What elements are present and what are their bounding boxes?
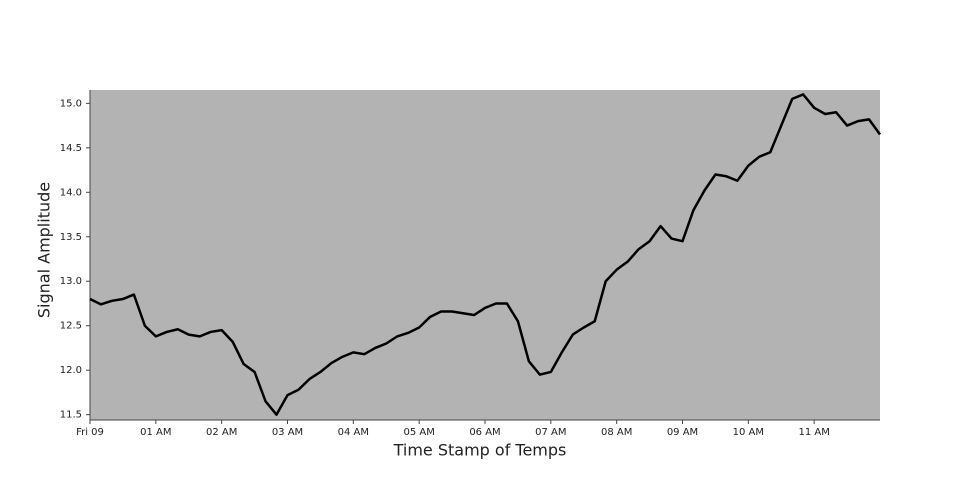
x-tick-label: 11 AM xyxy=(798,427,829,438)
x-tick-label: 08 AM xyxy=(601,427,632,438)
y-tick-label: 12.0 xyxy=(60,365,82,376)
x-tick-label: 03 AM xyxy=(272,427,303,438)
x-tick-label: 02 AM xyxy=(206,427,237,438)
y-tick-label: 13.0 xyxy=(60,276,82,287)
x-tick-label: 04 AM xyxy=(338,427,369,438)
y-axis-title: Signal Amplitude xyxy=(35,182,54,318)
y-tick-label: 14.5 xyxy=(60,143,82,154)
x-tick-label: 01 AM xyxy=(140,427,171,438)
x-tick-label: 06 AM xyxy=(469,427,500,438)
plot-area xyxy=(90,90,880,420)
x-tick-label: 07 AM xyxy=(535,427,566,438)
x-tick-label: 05 AM xyxy=(403,427,434,438)
data-line xyxy=(89,93,882,416)
x-axis-title: Time Stamp of Temps xyxy=(393,441,567,460)
y-tick-label: 15.0 xyxy=(60,98,82,109)
y-tick-label: 14.0 xyxy=(60,187,82,198)
y-tick-label: 11.5 xyxy=(60,410,82,421)
x-tick-label: Fri 09 xyxy=(76,427,104,438)
x-tick-label: 09 AM xyxy=(667,427,698,438)
x-tick-label: 10 AM xyxy=(733,427,764,438)
y-tick-label: 13.5 xyxy=(60,232,82,243)
y-tick-label: 12.5 xyxy=(60,321,82,332)
